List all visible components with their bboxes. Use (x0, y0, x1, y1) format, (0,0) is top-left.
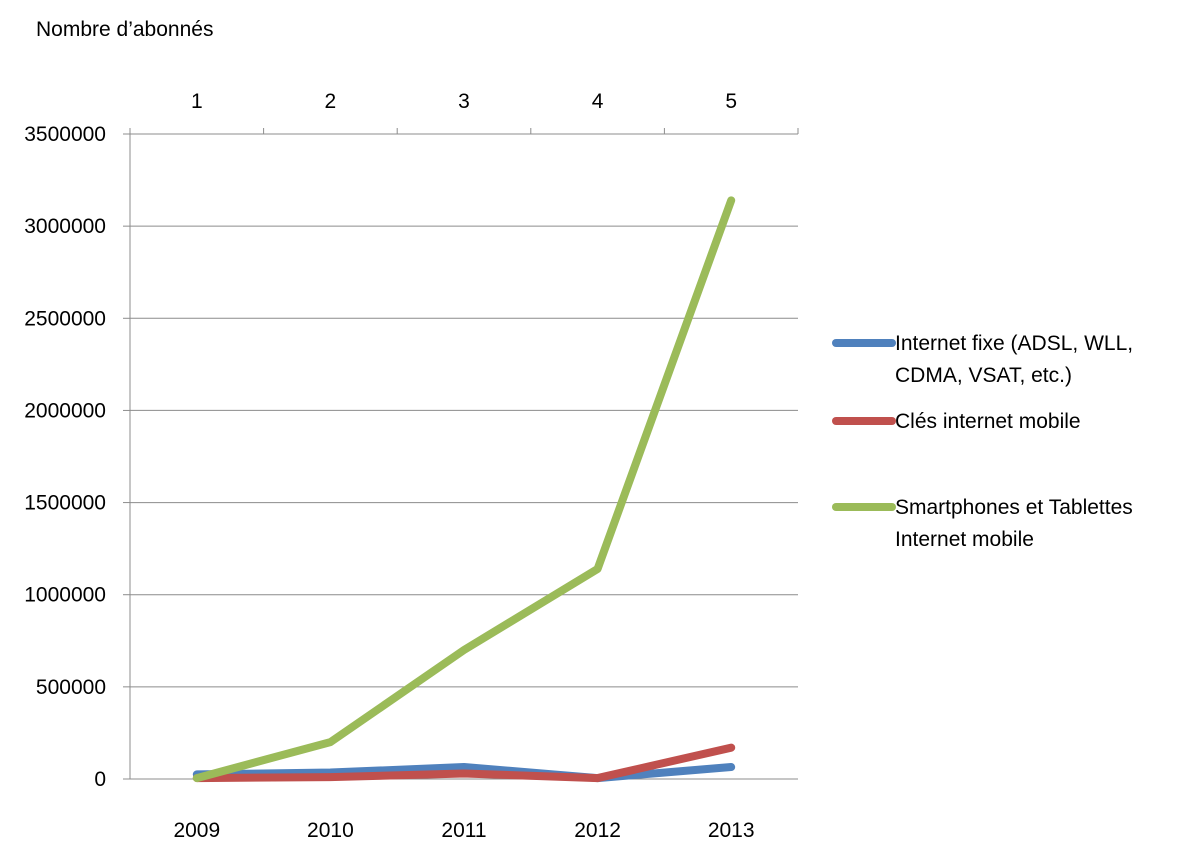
series-lines (192, 196, 736, 783)
x-year-labels: 2009 2010 2011 2012 2013 (173, 819, 754, 842)
y-tick-label: 500000 (36, 676, 106, 699)
series-line (192, 196, 736, 783)
x-year-label: 2011 (441, 819, 486, 842)
y-tick-label: 0 (94, 768, 106, 791)
legend-label: Clés internet mobile (895, 410, 1081, 433)
legend-label: Internet fixe (ADSL, WLL, (895, 332, 1133, 355)
series-line (192, 763, 736, 783)
top-category-label: 1 (191, 90, 203, 113)
legend-item: Clés internet mobile (832, 410, 1081, 433)
legend-label: Internet mobile (895, 528, 1034, 551)
legend-label: Smartphones et Tablettes (895, 496, 1133, 519)
chart-title: Nombre d’abonnés (36, 18, 213, 41)
y-tick-label: 2000000 (24, 399, 106, 422)
y-tick-label: 3000000 (24, 215, 106, 238)
y-tick-label: 2500000 (24, 307, 106, 330)
y-tick-label: 3500000 (24, 123, 106, 146)
y-axis-tick-labels: 0 500000 1000000 1500000 2000000 2500000 30000… (24, 123, 106, 791)
legend-label: CDMA, VSAT, etc.) (895, 364, 1072, 387)
x-year-label: 2013 (708, 819, 755, 842)
top-category-label: 3 (458, 90, 470, 113)
legend: Internet fixe (ADSL, WLL, CDMA, VSAT, etc… (832, 332, 1133, 551)
top-category-label: 5 (725, 90, 737, 113)
y-tick-label: 1000000 (24, 584, 106, 607)
legend-item: Smartphones et Tablettes Internet mobile (832, 496, 1133, 551)
top-category-labels: 1 2 3 4 5 (191, 90, 737, 113)
x-year-label: 2009 (173, 819, 220, 842)
y-tick-label: 1500000 (24, 492, 106, 515)
x-year-label: 2010 (307, 819, 354, 842)
series-line (192, 743, 736, 783)
top-category-label: 4 (592, 90, 604, 113)
legend-item: Internet fixe (ADSL, WLL, CDMA, VSAT, etc… (832, 332, 1133, 387)
x-year-label: 2012 (574, 819, 621, 842)
gridlines (130, 133, 798, 688)
top-category-label: 2 (325, 90, 337, 113)
